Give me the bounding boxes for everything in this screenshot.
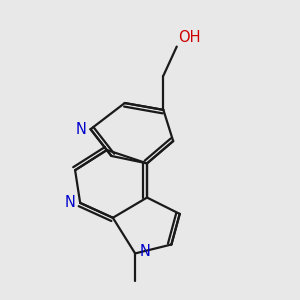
Text: OH: OH [178,30,201,45]
Text: N: N [140,244,151,260]
Text: N: N [75,122,86,137]
Text: N: N [65,195,76,210]
